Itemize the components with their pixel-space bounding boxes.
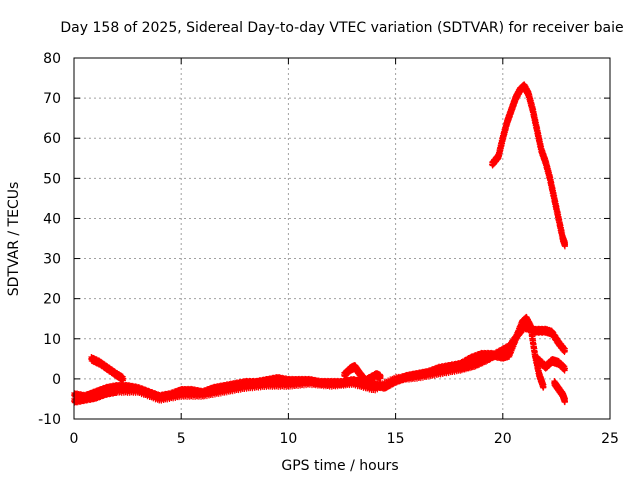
y-tick-label: 30 (43, 252, 61, 268)
x-tick-label: 20 (494, 431, 512, 447)
x-axis-label: GPS time / hours (281, 458, 398, 474)
data-marks (71, 81, 568, 406)
y-tick-label: 60 (43, 131, 61, 147)
y-tick-label: 40 (43, 211, 61, 227)
axis-ticks: 0 5 10 15 20 25 -10 0 10 20 30 40 50 60 70 80 (38, 51, 619, 447)
series-sat-track-f (551, 378, 568, 406)
series-sat-track-e (534, 354, 568, 374)
chart-title: Day 158 of 2025, Sidereal Day-to-day VTE… (60, 20, 623, 36)
x-tick-label: 25 (601, 431, 619, 447)
y-tick-label: 50 (43, 171, 61, 187)
y-axis-label: SDTVAR / TECUs (6, 182, 22, 297)
series-sat-track-c (88, 353, 127, 384)
x-tick-label: 5 (177, 431, 186, 447)
data-point (120, 375, 127, 382)
grid-lines (74, 58, 610, 419)
x-tick-label: 0 (70, 431, 79, 447)
data-point (540, 383, 547, 390)
x-tick-label: 15 (387, 431, 405, 447)
data-point (561, 241, 568, 248)
y-tick-label: 0 (52, 372, 61, 388)
data-point (561, 397, 568, 404)
y-tick-label: -10 (38, 412, 61, 428)
data-point (561, 347, 568, 354)
series-sat-track-b (71, 322, 568, 406)
y-tick-label: 80 (43, 51, 61, 67)
data-point (561, 365, 568, 372)
x-tick-label: 10 (279, 431, 297, 447)
y-tick-label: 10 (43, 332, 61, 348)
plot-frame (73, 57, 611, 420)
y-tick-label: 20 (43, 292, 61, 308)
y-tick-label: 70 (43, 91, 61, 107)
series-sat-track-d (341, 362, 384, 386)
data-point (377, 373, 384, 380)
series-sat-track-high (489, 81, 568, 250)
